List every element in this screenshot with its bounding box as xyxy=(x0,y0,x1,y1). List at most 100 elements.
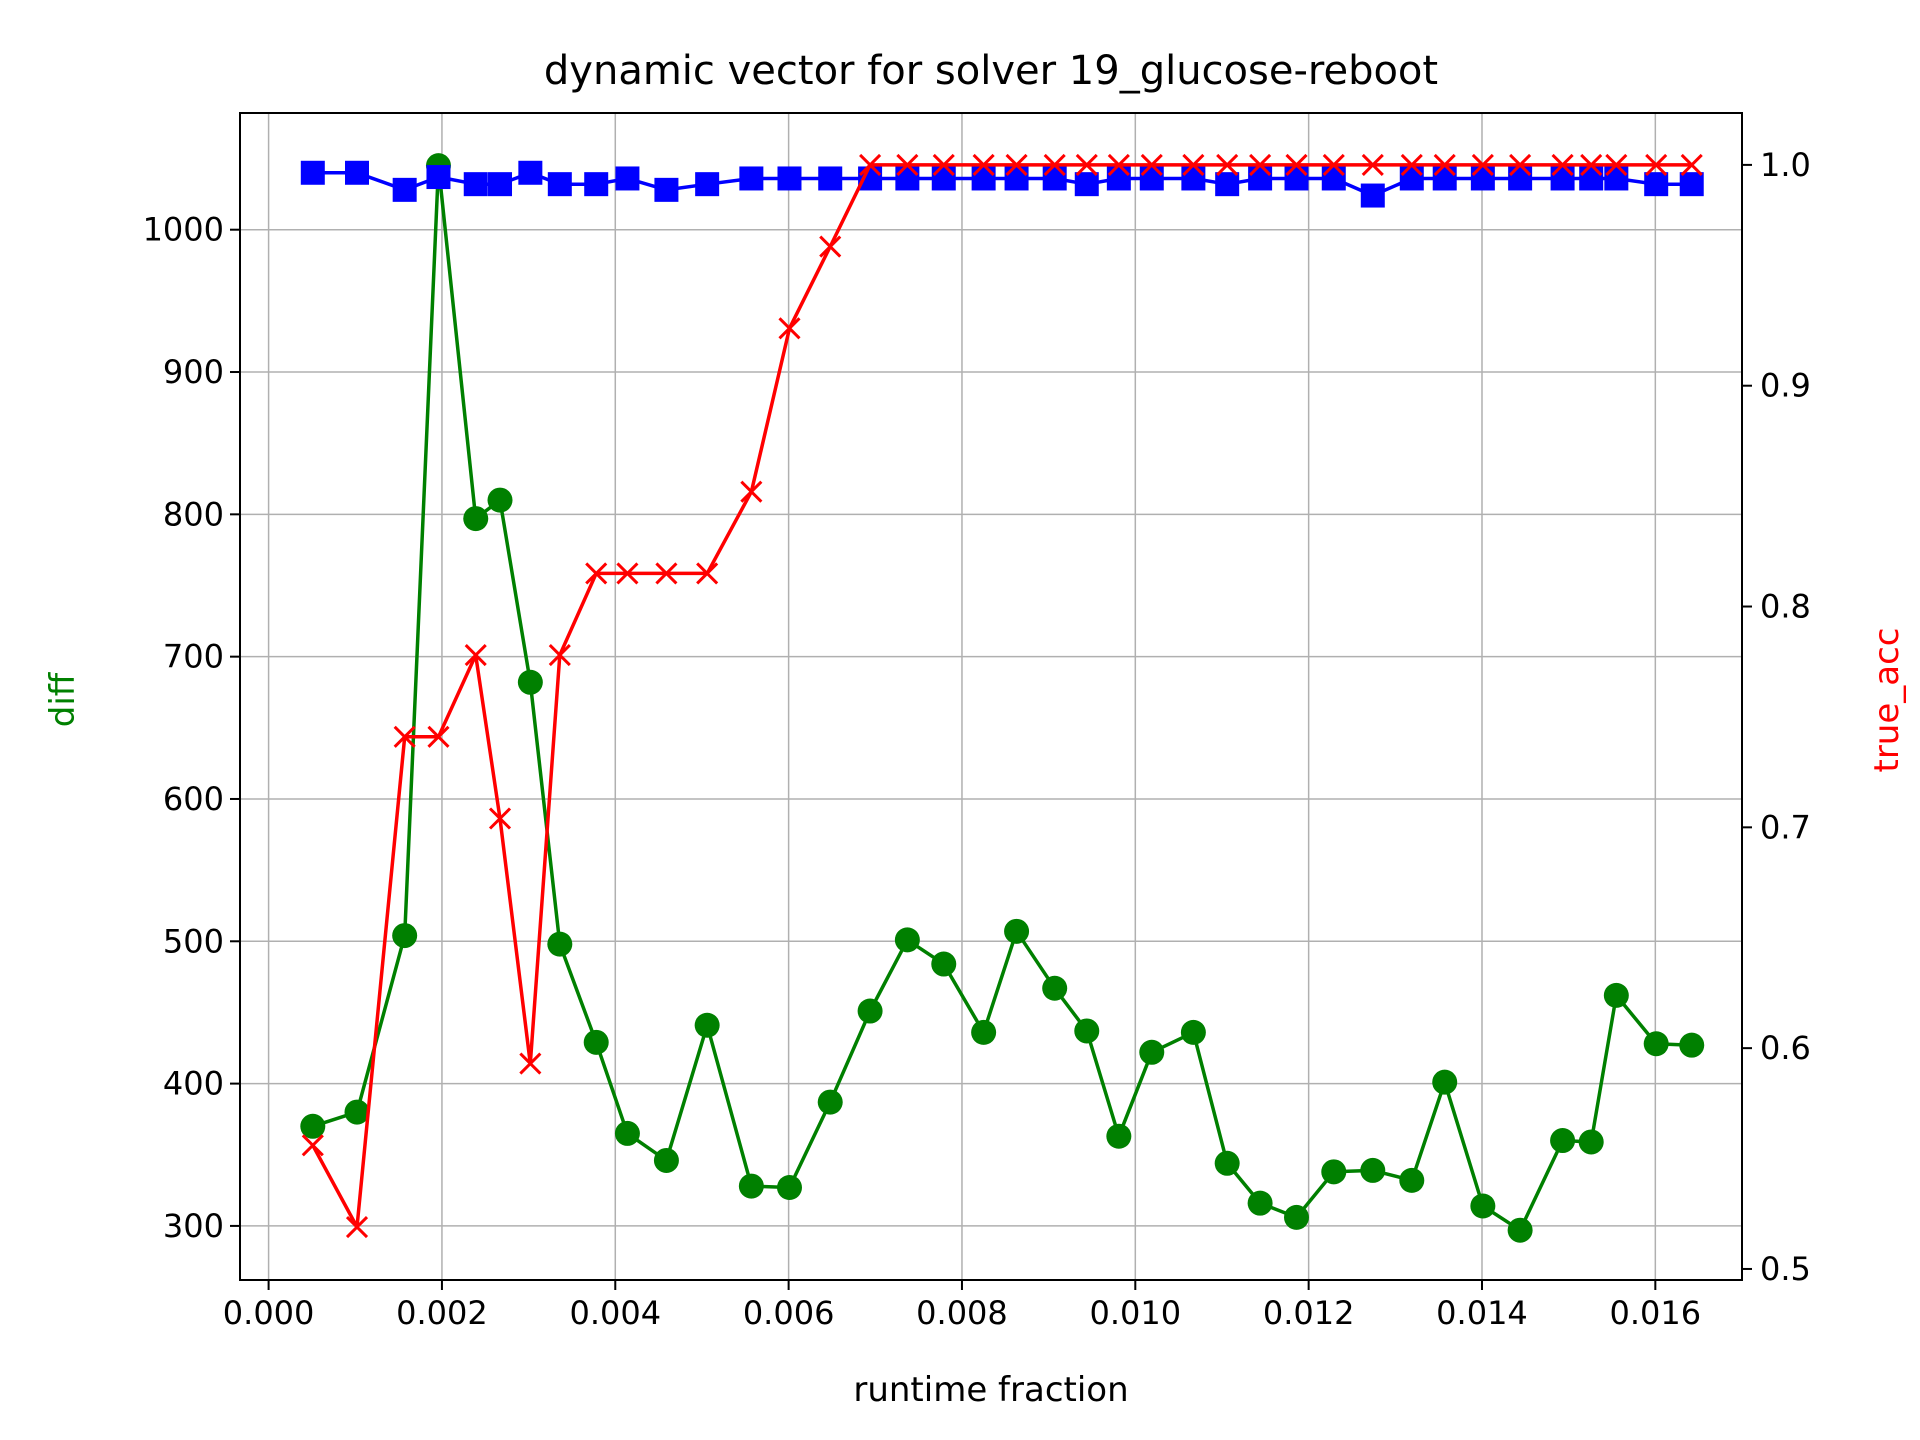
data-point xyxy=(1470,1193,1496,1219)
x-axis-label: runtime fraction xyxy=(853,1370,1128,1410)
data-point xyxy=(695,172,720,197)
data-point xyxy=(1005,153,1028,176)
data-point xyxy=(1432,1069,1458,1095)
data-point xyxy=(1043,153,1066,176)
y-axis-right: 0.5 0.6 0.7 0.8 0.9 1.0 xyxy=(1742,146,1811,1288)
data-point xyxy=(1249,153,1272,176)
data-point xyxy=(344,1099,370,1125)
data-point xyxy=(1550,1128,1576,1154)
data-point xyxy=(1107,153,1130,176)
data-point xyxy=(1106,1123,1132,1149)
data-point xyxy=(1399,1167,1425,1193)
data-point xyxy=(1507,1217,1533,1243)
data-point xyxy=(301,1134,324,1157)
data-point xyxy=(1605,153,1628,176)
data-point xyxy=(819,235,842,258)
x-tick-label: 0.014 xyxy=(1436,1294,1528,1332)
data-point xyxy=(1400,153,1423,176)
data-point xyxy=(1214,1150,1240,1176)
data-point xyxy=(616,562,639,585)
y-axis-right-label: true_acc xyxy=(1867,628,1907,773)
data-point xyxy=(547,931,573,957)
y-right-tick-label: 0.8 xyxy=(1760,588,1811,626)
y-left-tick-label: 800 xyxy=(163,495,224,533)
data-point xyxy=(1075,153,1098,176)
data-point xyxy=(1284,1204,1310,1230)
x-tick-label: 0.016 xyxy=(1610,1294,1702,1332)
data-point xyxy=(463,506,489,532)
x-tick-label: 0.010 xyxy=(1090,1294,1182,1332)
chart-title: dynamic vector for solver 19_glucose-reb… xyxy=(544,48,1438,94)
data-point xyxy=(654,177,679,202)
data-point xyxy=(971,1019,997,1045)
series-1 xyxy=(300,160,1704,208)
y-right-tick-label: 1.0 xyxy=(1760,146,1811,184)
y-right-tick-label: 0.7 xyxy=(1760,808,1811,846)
x-tick-label: 0.000 xyxy=(223,1294,315,1332)
data-point xyxy=(1140,153,1163,176)
data-point xyxy=(1216,153,1239,176)
x-tick-label: 0.008 xyxy=(916,1294,1008,1332)
data-point xyxy=(1471,153,1494,176)
y-right-tick-label: 0.9 xyxy=(1760,367,1811,405)
data-point xyxy=(488,172,513,197)
data-point xyxy=(1644,172,1669,197)
data-point xyxy=(1248,166,1273,191)
plot-frame xyxy=(239,112,1743,1281)
grid xyxy=(240,113,1742,1280)
data-point xyxy=(1645,153,1668,176)
data-point xyxy=(519,1052,542,1075)
data-point xyxy=(778,317,801,340)
data-point xyxy=(1508,166,1533,191)
data-point xyxy=(1680,153,1703,176)
data-point xyxy=(776,1174,802,1200)
data-point xyxy=(1004,166,1029,191)
data-point xyxy=(1182,153,1205,176)
data-point xyxy=(1074,172,1099,197)
data-point xyxy=(1603,982,1629,1008)
data-point xyxy=(738,1173,764,1199)
y-axis-left: 300 400 500 600 700 800 900 1000 xyxy=(143,211,240,1245)
data-point xyxy=(1180,1019,1206,1045)
y-left-tick-label: 600 xyxy=(163,780,224,818)
data-point xyxy=(583,1029,609,1055)
data-point xyxy=(1285,153,1308,176)
data-point xyxy=(1360,1157,1386,1183)
y-right-tick-label: 0.6 xyxy=(1760,1029,1811,1067)
data-point xyxy=(615,166,640,191)
data-point xyxy=(1679,1032,1705,1058)
data-point xyxy=(426,165,451,190)
y-left-tick-label: 300 xyxy=(163,1207,224,1245)
data-point xyxy=(488,807,512,830)
data-point xyxy=(694,1012,720,1038)
y-axis-left-label: diff xyxy=(43,671,83,727)
series-layer xyxy=(300,153,1705,1243)
data-point xyxy=(1433,153,1456,176)
y-left-tick-label: 400 xyxy=(163,1065,224,1103)
data-point xyxy=(548,644,571,667)
y-left-tick-label: 700 xyxy=(163,638,224,676)
data-point xyxy=(739,166,764,191)
data-point xyxy=(345,160,370,185)
data-point xyxy=(817,1089,843,1115)
data-point xyxy=(655,562,678,585)
data-point xyxy=(1004,918,1030,944)
data-point xyxy=(392,923,418,949)
series-2 xyxy=(301,153,1703,1239)
data-point xyxy=(1139,166,1164,191)
data-point xyxy=(1042,166,1067,191)
x-axis: 0.000 0.002 0.004 0.006 0.008 0.010 0.012 0.014… xyxy=(223,1280,1701,1332)
data-point xyxy=(1284,166,1309,191)
data-point xyxy=(300,1113,326,1139)
data-point xyxy=(1643,1031,1669,1057)
data-point xyxy=(1321,166,1346,191)
data-point xyxy=(894,927,920,953)
data-point xyxy=(857,998,883,1024)
x-tick-label: 0.002 xyxy=(396,1294,488,1332)
data-point xyxy=(1321,1159,1347,1185)
x-tick-label: 0.004 xyxy=(569,1294,661,1332)
data-point xyxy=(517,669,543,695)
data-point xyxy=(653,1147,679,1173)
